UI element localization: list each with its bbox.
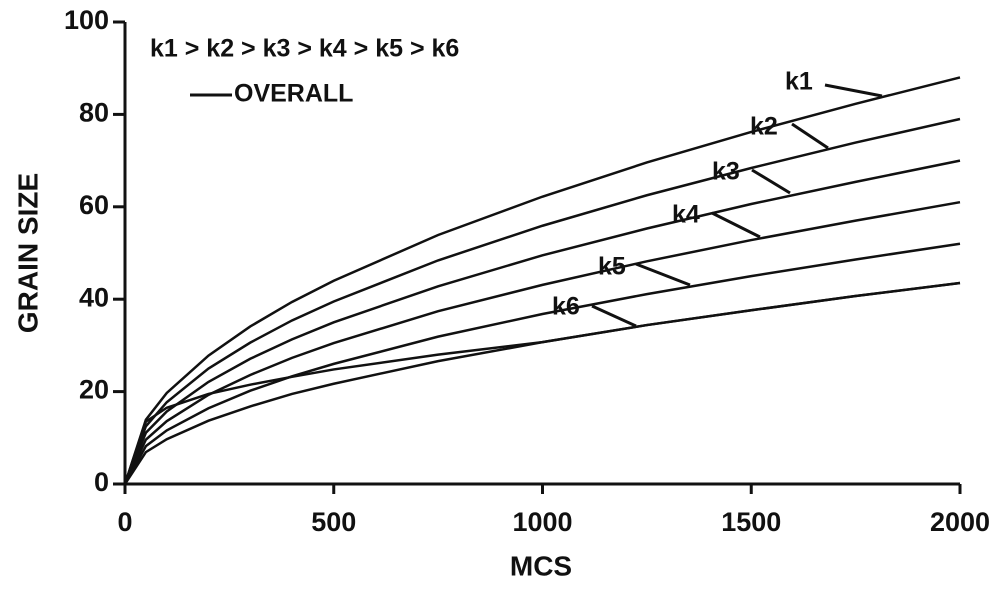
- y-tick-label: 0: [94, 467, 109, 497]
- series-line: [123, 281, 961, 485]
- series-line: [123, 159, 961, 485]
- series-line: [123, 200, 961, 485]
- x-tick-label: 500: [311, 507, 356, 537]
- pointer: [635, 262, 691, 287]
- pointer: [591, 304, 637, 328]
- series-line: [123, 76, 961, 485]
- curve-label: k5: [598, 253, 626, 281]
- pointer: [711, 211, 761, 239]
- legend-label: OVERALL: [234, 80, 353, 108]
- curve-label: k2: [750, 113, 778, 141]
- y-tick-label: 80: [79, 98, 109, 128]
- annotation: k1 > k2 > k3 > k4 > k5 > k6: [150, 35, 459, 63]
- pointer: [751, 168, 791, 195]
- x-tick-label: 0: [117, 507, 132, 537]
- y-tick-label: 20: [79, 375, 109, 405]
- y-tick-label: 40: [79, 282, 109, 312]
- pointer: [791, 122, 829, 150]
- x-tick-label: 2000: [930, 507, 990, 537]
- x-tick-label: 1000: [512, 507, 572, 537]
- y-tick-label: 100: [64, 5, 109, 35]
- series-line: [123, 117, 961, 485]
- x-tick-label: 1500: [721, 507, 781, 537]
- pointer: [824, 83, 883, 98]
- curve-label: k6: [552, 293, 580, 321]
- curve-label: k3: [712, 158, 740, 186]
- y-axis-title: GRAIN SIZE: [12, 173, 43, 333]
- y-tick-label: 60: [79, 190, 109, 220]
- curve-label: k4: [672, 201, 700, 229]
- curve-label: k1: [785, 68, 813, 96]
- series-line: [123, 242, 961, 485]
- x-axis-title: MCS: [510, 550, 572, 581]
